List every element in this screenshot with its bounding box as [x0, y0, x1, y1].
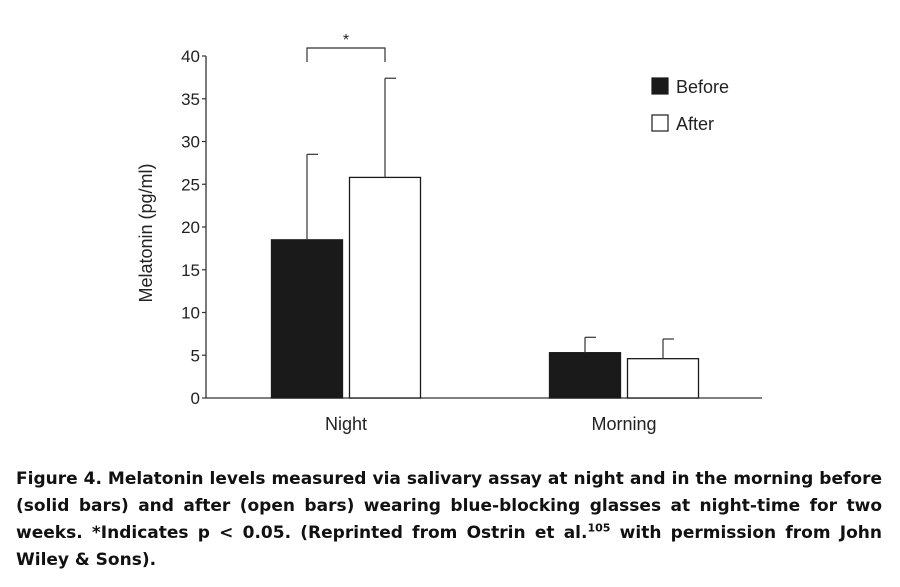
y-tick-label: 15 [181, 261, 200, 280]
axes: 0 5 10 15 20 25 30 35 40 Night Morning [181, 47, 762, 434]
y-tick-label: 40 [181, 47, 200, 66]
bar-chart: 0 5 10 15 20 25 30 35 40 Night Morning * Before Aft… [136, 32, 762, 434]
figure-caption: Figure 4. Melatonin levels measured via … [16, 466, 882, 574]
legend: Before After [651, 77, 729, 134]
y-tick-label: 30 [181, 133, 200, 152]
significance-bracket [306, 47, 386, 62]
significance-marker: * [343, 32, 349, 49]
y-tick-label: 20 [181, 218, 200, 237]
bar-before-morning [548, 352, 622, 399]
caption-reference: 105 [587, 521, 611, 535]
bar-after-night [348, 176, 422, 399]
y-axis-label: Melatonin (pg/ml) [136, 163, 156, 302]
bar-after-morning [626, 358, 700, 399]
caption-text: Figure 4. Melatonin levels measured via … [16, 469, 882, 543]
x-category-label: Morning [591, 414, 656, 434]
bar-before-night [270, 239, 344, 399]
legend-label-before: Before [676, 77, 729, 97]
y-tick-label: 0 [191, 389, 200, 408]
bars [270, 176, 700, 399]
legend-swatch-after [651, 114, 669, 132]
x-category-label: Night [325, 414, 367, 434]
error-bars [306, 77, 674, 359]
y-tick-label: 5 [191, 346, 200, 365]
caption-text-end: with permission from John Wiley & Sons). [16, 523, 882, 570]
y-tick-label: 25 [181, 175, 200, 194]
y-tick-label: 35 [181, 90, 200, 109]
significance-annotations: * [306, 32, 386, 62]
y-tick-label: 10 [181, 304, 200, 323]
legend-label-after: After [676, 114, 714, 134]
legend-swatch-before [651, 77, 669, 95]
